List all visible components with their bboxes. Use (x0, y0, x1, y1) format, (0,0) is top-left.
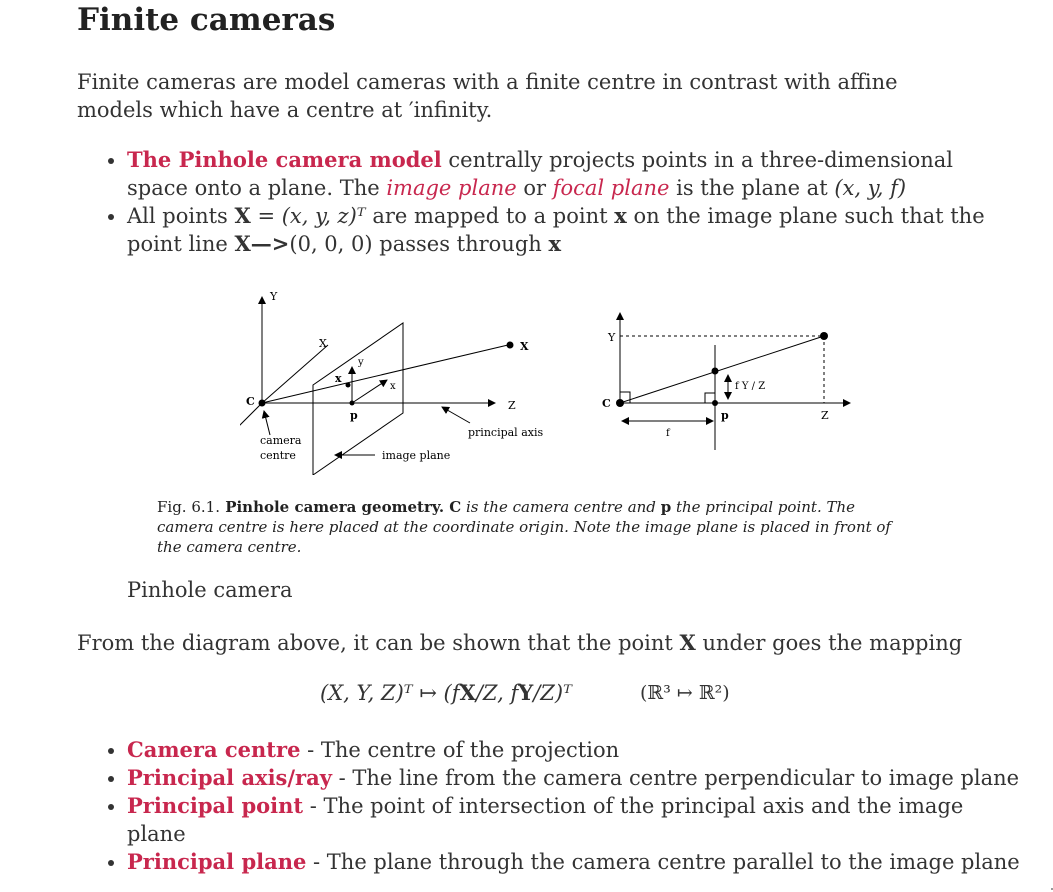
projection-formula: (X, Y, Z)ᵀ ↦ (fX/Z, fY/Z)ᵀ (320, 680, 572, 705)
right-z-label: Z (821, 409, 829, 422)
z-axis-label: Z (508, 399, 516, 412)
image-point-symbol: x (614, 203, 627, 228)
caption-text: the principal point. The camera centre i… (157, 498, 891, 556)
image-x-axis (351, 379, 388, 404)
image-plane-term: image plane (386, 176, 517, 200)
principal-axis-caption: principal axis (468, 426, 543, 439)
point-line-arrow: X—> (234, 231, 290, 256)
focal-plane-term: focal plane (552, 176, 670, 200)
pinhole-geometry-figure: Y X Z X x y x p C camera centre image pl… (240, 290, 851, 475)
definitions-list: Camera centre - The centre of the projec… (100, 736, 1027, 876)
formula-mid: /Z, f (475, 681, 519, 705)
origin-coords: (0, 0, 0) (289, 232, 373, 256)
list-item: Camera centre - The centre of the projec… (127, 736, 1027, 764)
principal-plane-term: Principal plane (127, 849, 307, 874)
world-point-symbol: X (234, 203, 251, 228)
image-x-label: x (390, 381, 396, 392)
caption-text: is the camera centre and (461, 498, 661, 516)
page-title: Finite cameras (77, 2, 336, 38)
caption-fig-number: Fig. 6.1. (157, 498, 220, 516)
list-item: Principal point - The point of intersect… (127, 792, 1027, 848)
intro-paragraph: Finite cameras are model cameras with a … (77, 70, 898, 122)
principal-axis-pointer (441, 406, 471, 424)
formula-x: X (459, 680, 476, 705)
camera-centre-dot (258, 399, 266, 407)
formula-lhs: (X, Y, Z)ᵀ ↦ (f (320, 681, 460, 705)
x-axis-line (261, 344, 329, 404)
right-projection-ray (619, 335, 825, 404)
scroll-indicator (1051, 888, 1053, 890)
mapping-text: From the diagram above, it can be shown … (77, 631, 680, 655)
mapping-text: under goes the mapping (695, 631, 963, 655)
caption-p-symbol: p (660, 498, 672, 516)
right-y-label: Y (607, 331, 616, 344)
principal-axis-term: Principal axis/ray (127, 765, 332, 790)
item-text: on the image plane such that the point l… (127, 204, 985, 256)
x-axis-label: X (319, 337, 327, 350)
image-plane-shape (312, 322, 404, 475)
y-axis-label: Y (269, 290, 278, 303)
figure-caption: Fig. 6.1. Pinhole camera geometry. C is … (157, 497, 902, 557)
principal-point-label: p (350, 409, 358, 422)
definition-text: - The point of intersection of the princ… (127, 794, 964, 846)
formula-y: Y (518, 680, 534, 705)
definition-text: - The plane through the camera centre pa… (306, 850, 1020, 874)
item-text: centrally projects points in a three-dim… (127, 148, 954, 200)
world-point-symbol: X (679, 630, 696, 655)
right-c-label: C (602, 397, 611, 410)
right-world-point (820, 332, 828, 340)
pinhole-camera-label: Pinhole camera (127, 578, 293, 602)
camera-centre-term: Camera centre (127, 737, 301, 762)
centre-caption: centre (260, 449, 296, 462)
caption-c-symbol: C (444, 498, 462, 516)
list-item: All points X = (x, y, z)ᵀ are mapped to … (127, 202, 1017, 258)
item-text: is the plane at (669, 176, 835, 200)
principal-point-term: Principal point (127, 793, 304, 818)
mapping-paragraph: From the diagram above, it can be shown … (77, 630, 962, 655)
formula-rhs: /Z)ᵀ (533, 681, 572, 705)
caption-title: Pinhole camera geometry. (219, 498, 445, 516)
right-diagram: Y Z p C f Y / Z f (602, 312, 851, 450)
list-item: Principal axis/ray - The line from the c… (127, 764, 1027, 792)
list-item: The Pinhole camera model centrally proje… (127, 146, 1017, 202)
world-point-label: X (520, 340, 529, 353)
camera-centre-pointer (261, 410, 271, 436)
plane-coords: (x, y, f) (834, 176, 907, 200)
image-point-dot (345, 382, 351, 388)
image-point-label: x (335, 372, 342, 385)
item-text: are mapped to a point (365, 204, 615, 228)
axis-back-extension (240, 402, 263, 426)
item-text: passes through (372, 232, 549, 256)
right-principal-point (712, 400, 718, 406)
right-image-point (711, 367, 719, 375)
f-label: f (666, 428, 671, 439)
pinhole-model-term: The Pinhole camera model (127, 147, 442, 172)
image-point-symbol: x (548, 231, 561, 256)
item-text: or (516, 176, 553, 200)
item-text: All points (127, 204, 235, 228)
left-diagram: Y X Z X x y x p C camera centre image pl… (240, 290, 543, 475)
projection-ray (261, 344, 509, 404)
world-point-dot (506, 341, 514, 349)
formula-domain: (ℝ³ ↦ ℝ²) (640, 682, 730, 704)
camera-caption: camera (260, 434, 302, 447)
image-y-label: y (357, 357, 364, 368)
right-p-label: p (721, 409, 729, 422)
pinhole-bullet-list: The Pinhole camera model centrally proje… (100, 146, 1017, 258)
definition-text: - The line from the camera centre perpen… (331, 766, 1020, 790)
fyz-label: f Y / Z (735, 381, 765, 392)
image-plane-caption: image plane (382, 449, 450, 462)
list-item: Principal plane - The plane through the … (127, 848, 1027, 876)
principal-point-dot (349, 400, 355, 406)
point-equation: = (x, y, z)ᵀ (250, 204, 366, 228)
definition-text: - The centre of the projection (300, 738, 620, 762)
camera-centre-label: C (246, 395, 255, 408)
right-angle-mark-p (704, 392, 716, 404)
right-camera-centre (616, 399, 624, 407)
